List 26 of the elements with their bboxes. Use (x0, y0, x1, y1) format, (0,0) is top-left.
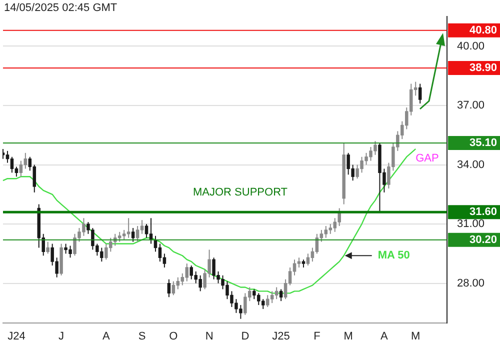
text: MA 50 (378, 250, 410, 262)
ref-line-label: 35.10 (469, 137, 497, 150)
x-tick-label: M (411, 330, 420, 342)
x-tick-label: S (138, 330, 146, 342)
x-tick-label: A (380, 330, 389, 342)
y-tick-label: 37.00 (457, 100, 485, 112)
y-tick-label: 28.00 (457, 277, 485, 290)
annotation: GAP (416, 152, 439, 165)
x-tick-label: F (314, 330, 321, 342)
x-tick-label: J24 (8, 330, 26, 342)
y-tick-label: 34.00 (457, 158, 485, 171)
x-tick-label: A (102, 330, 110, 342)
ref-line-label: 40.80 (469, 24, 497, 36)
ref-line-label: 30.20 (469, 234, 497, 246)
x-tick-label: N (205, 330, 214, 342)
x-tick-label: J (58, 330, 64, 342)
text: 14/05/2025 02:45 GMT (4, 2, 118, 14)
x-tick-label: O (169, 330, 178, 342)
y-tick-label: 40.00 (457, 40, 485, 52)
ref-line-label: 31.60 (469, 206, 497, 218)
x-tick-label: D (241, 330, 250, 342)
y-tick-label: 31.00 (457, 218, 485, 230)
x-tick-label: M (344, 330, 353, 342)
annotation: MAJOR SUPPORT (193, 186, 288, 199)
ref-line-label: 38.90 (469, 62, 497, 74)
x-tick-label: J25 (272, 330, 290, 342)
